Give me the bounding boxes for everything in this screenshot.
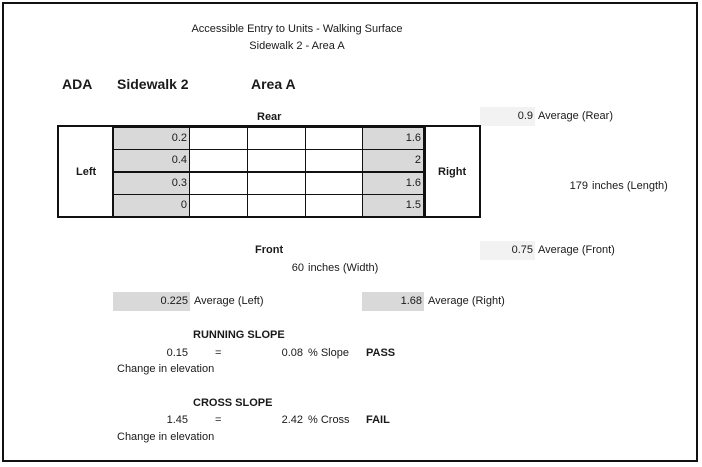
grid-cell-empty [305, 194, 363, 217]
grid-cell-empty [189, 172, 248, 195]
ada-label: ADA [62, 76, 93, 92]
grid-cell-empty [189, 127, 248, 150]
sidewalk-label: Sidewalk 2 [117, 76, 189, 92]
grid-cell-left: 0.4 [113, 149, 190, 172]
grid-cell-empty [247, 172, 306, 195]
running-slope-heading: RUNNING SLOPE [193, 329, 285, 341]
grid-cell-left: 0.3 [113, 172, 190, 195]
grid-cell-empty [305, 127, 363, 150]
grid-cell-left: 0.2 [113, 127, 190, 150]
cross-slope-change: 1.45 [166, 414, 188, 426]
front-label: Front [255, 244, 284, 256]
grid-divider [424, 125, 426, 218]
cross-slope-result: 2.42 [281, 414, 303, 426]
average-rear-label: Average (Rear) [538, 110, 613, 122]
cross-slope-status: FAIL [366, 414, 390, 426]
grid-cell-right: 1.6 [362, 127, 424, 150]
grid-cell-empty [189, 149, 248, 172]
right-label: Right [438, 166, 467, 178]
average-left-label: Average (Left) [194, 295, 264, 307]
running-slope-equals: = [215, 347, 222, 359]
grid-cell-right: 1.6 [362, 172, 424, 195]
cross-slope-caption: Change in elevation [117, 431, 215, 443]
grid-cell-empty [247, 127, 306, 150]
report-title: Accessible Entry to Units - Walking Surf… [191, 23, 403, 35]
length-value: 179 [569, 180, 588, 192]
width-value: 60 [291, 262, 304, 274]
rear-label: Rear [257, 111, 282, 123]
grid-cell-empty [247, 194, 306, 217]
left-label: Left [76, 166, 97, 178]
grid-cell-right: 1.5 [362, 194, 424, 217]
average-front-label: Average (Front) [538, 244, 615, 256]
running-slope-caption: Change in elevation [117, 363, 215, 375]
running-slope-change: 0.15 [166, 347, 188, 359]
width-label: inches (Width) [308, 262, 379, 274]
grid-cell-right: 2 [362, 149, 424, 172]
average-left-value: 0.225 [113, 292, 190, 311]
grid-cell-empty [247, 149, 306, 172]
report-subtitle: Sidewalk 2 - Area A [249, 40, 345, 52]
length-label: inches (Length) [592, 180, 668, 192]
report-frame [2, 2, 698, 462]
cross-slope-equals: = [215, 414, 222, 426]
running-slope-unit: % Slope [308, 347, 349, 359]
average-right-label: Average (Right) [428, 295, 505, 307]
average-rear-value: 0.9 [480, 107, 535, 126]
running-slope-status: PASS [366, 347, 396, 359]
running-slope-result: 0.08 [281, 347, 303, 359]
area-label: Area A [251, 76, 296, 92]
cross-slope-heading: CROSS SLOPE [193, 397, 273, 409]
measurement-grid [57, 125, 481, 218]
grid-cell-empty [305, 172, 363, 195]
average-right-value: 1.68 [362, 292, 424, 311]
grid-cell-empty [305, 149, 363, 172]
grid-cell-empty [189, 194, 248, 217]
grid-cell-left: 0 [113, 194, 190, 217]
cross-slope-unit: % Cross [308, 414, 350, 426]
average-front-value: 0.75 [480, 241, 535, 260]
